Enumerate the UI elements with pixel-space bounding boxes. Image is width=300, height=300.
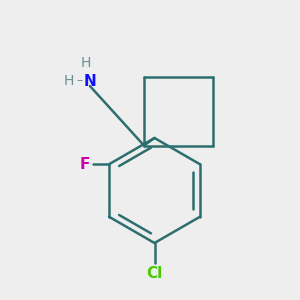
Text: H: H	[64, 74, 74, 88]
Text: F: F	[80, 157, 90, 172]
Text: –: –	[76, 74, 82, 88]
Text: Cl: Cl	[146, 266, 163, 280]
Text: N: N	[84, 74, 96, 88]
Text: H: H	[80, 56, 91, 70]
